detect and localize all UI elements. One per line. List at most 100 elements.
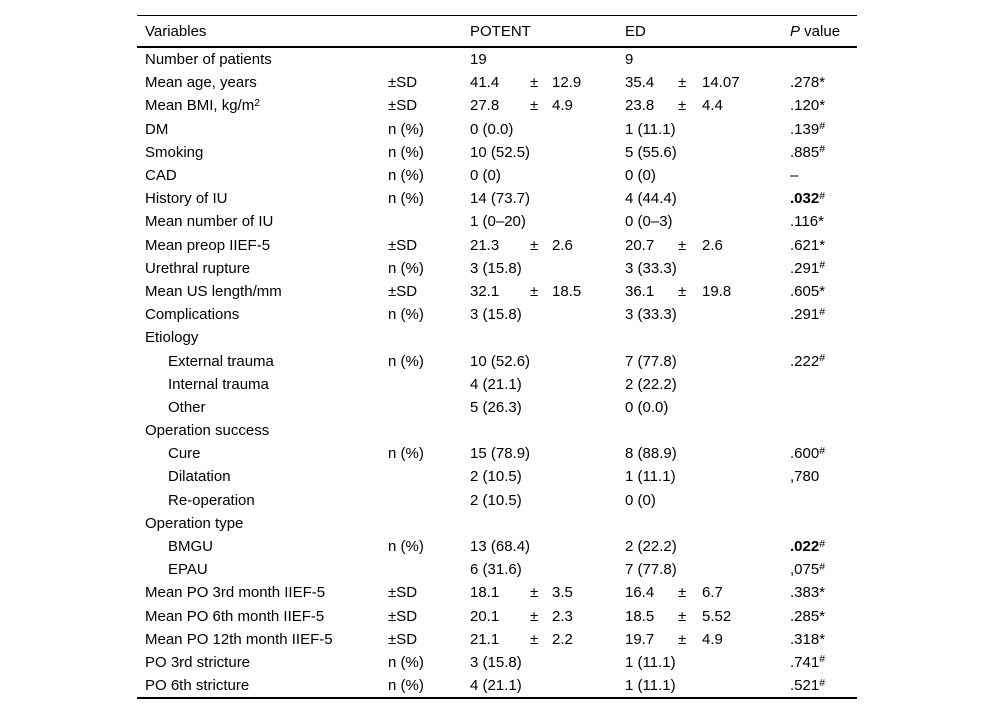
p-value-text: .291 <box>790 259 820 277</box>
p-value-cell: .139# <box>790 120 857 138</box>
ed-value: 4 (44.4) <box>625 190 677 208</box>
potent-value: 20.1 <box>470 607 500 625</box>
ed-plusminus: ± <box>678 607 687 625</box>
potent-plusminus: ± <box>530 630 539 648</box>
potent-plusminus: ± <box>530 584 539 602</box>
p-value-superscript: # <box>819 305 826 318</box>
potent-value: 41.4 <box>470 74 500 92</box>
p-value-cell: .285* <box>790 609 857 624</box>
ed-value: 1 (11.1) <box>625 468 676 486</box>
ed-plusminus: ± <box>678 282 687 300</box>
row-label: Number of patients <box>145 51 272 69</box>
p-value-cell: .278* <box>790 75 857 90</box>
ed-value: 1 (11.1) <box>625 653 676 671</box>
row-label: Dilatation <box>168 468 231 486</box>
table-row: EPAU 6 (31.6) 7 (77.8) ,075# <box>137 558 857 581</box>
table-row: History of IU n (%) 14 (73.7) 4 (44.4) .032# <box>137 187 857 210</box>
row-label: Re-operation <box>168 491 255 509</box>
p-value-text: .139 <box>790 120 820 138</box>
ed-sd: 2.6 <box>702 236 723 254</box>
ed-value: 35.4 <box>625 74 655 92</box>
potent-value: 2 (10.5) <box>470 468 522 486</box>
p-value-text: ,075 <box>790 561 820 579</box>
header-potent: POTENT <box>470 22 531 40</box>
p-value-text: .222 <box>790 352 820 370</box>
p-value-text: .291 <box>790 306 820 324</box>
p-value-cell: .383* <box>790 585 857 600</box>
potent-value: 18.1 <box>470 584 500 602</box>
potent-sd: 2.6 <box>552 236 573 254</box>
p-value-superscript: # <box>819 560 826 573</box>
p-value-text: .600 <box>790 445 820 463</box>
ed-value: 5 (55.6) <box>625 143 677 161</box>
table-row: PO 6th stricture n (%) 4 (21.1) 1 (11.1) .52… <box>137 674 857 697</box>
ed-value: 1 (11.1) <box>625 120 676 138</box>
header-variables: Variables <box>145 22 207 40</box>
row-label: Urethral rupture <box>145 259 251 277</box>
row-label: Etiology <box>145 329 199 347</box>
potent-value: 10 (52.5) <box>470 143 531 161</box>
table-row: Operation type <box>137 512 857 535</box>
table-row: Mean US length/mm ±SD 32.1 ±18.5 36.1 ±19.8 .6… <box>137 280 857 303</box>
potent-plusminus: ± <box>530 236 539 254</box>
row-label: PO 3rd stricture <box>145 653 251 671</box>
table-row: Smoking n (%) 10 (52.5) 5 (55.6) .885# <box>137 141 857 164</box>
row-label: Operation type <box>145 514 244 532</box>
p-value-cell: .600# <box>790 444 857 463</box>
potent-sd: 2.2 <box>552 630 573 648</box>
potent-value: 3 (15.8) <box>470 306 522 324</box>
ed-value: 3 (33.3) <box>625 306 677 324</box>
ed-plusminus: ± <box>678 97 687 115</box>
p-value-superscript: # <box>819 537 826 550</box>
p-value-text: .521 <box>790 677 820 695</box>
p-value-text: .116* <box>790 213 824 231</box>
row-measure-label: n (%) <box>388 143 424 161</box>
potent-value: 3 (15.8) <box>470 259 522 277</box>
p-value-text: .605* <box>790 282 826 300</box>
potent-sd: 2.3 <box>552 607 573 625</box>
table-row: DM n (%) 0 (0.0) 1 (11.1) .139# <box>137 118 857 141</box>
ed-value: 8 (88.9) <box>625 445 677 463</box>
p-value-superscript: # <box>819 653 826 666</box>
ed-value: 7 (77.8) <box>625 352 677 370</box>
p-value-cell: .291# <box>790 259 857 277</box>
potent-sd: 18.5 <box>552 282 582 300</box>
p-value-text: .285* <box>790 607 826 625</box>
row-measure-label: ±SD <box>388 584 418 602</box>
row-label: CAD <box>145 167 177 185</box>
p-value-cell: .885# <box>790 143 857 161</box>
row-label: Mean PO 3rd month IIEF-5 <box>145 584 326 602</box>
table-row: Mean preop IIEF-5 ±SD 21.3 ±2.6 20.7 ±2.6 .621… <box>137 234 857 257</box>
ed-value: 18.5 <box>625 607 655 625</box>
row-label: DM <box>145 120 169 138</box>
table-row: Urethral rupture n (%) 3 (15.8) 3 (33.3) .29… <box>137 257 857 280</box>
p-value-text: .885 <box>790 143 820 161</box>
p-value-superscript: # <box>819 444 826 457</box>
potent-value: 32.1 <box>470 282 500 300</box>
row-label: Mean US length/mm <box>145 282 282 300</box>
p-value-text: .621* <box>790 236 826 254</box>
potent-value: 4 (21.1) <box>470 677 522 695</box>
table-row: BMGU n (%) 13 (68.4) 2 (22.2) .022# <box>137 535 857 558</box>
table-row: Mean age, years ±SD 41.4 ±12.9 35.4 ±14.07 .27… <box>137 71 857 94</box>
row-measure-label: n (%) <box>388 306 424 324</box>
row-measure-label: ±SD <box>388 97 418 115</box>
potent-plusminus: ± <box>530 282 539 300</box>
table-row: Internal trauma 4 (21.1) 2 (22.2) <box>137 373 857 396</box>
ed-value: 16.4 <box>625 584 655 602</box>
table-row: Dilatation 2 (10.5) 1 (11.1) ,780 <box>137 465 857 488</box>
p-value-italic-p: P <box>790 22 801 40</box>
ed-plusminus: ± <box>678 74 687 92</box>
p-value-text: .032 <box>790 190 820 208</box>
potent-value: 10 (52.6) <box>470 352 531 370</box>
ed-plusminus: ± <box>678 630 687 648</box>
p-value-text: .022 <box>790 538 820 556</box>
p-value-text: ,780 <box>790 468 820 486</box>
p-value-text: .383* <box>790 584 826 602</box>
potent-value: 6 (31.6) <box>470 561 522 579</box>
p-value-superscript: # <box>819 120 826 133</box>
potent-sd: 4.9 <box>552 97 573 115</box>
table-row: Mean PO 12th month IIEF-5 ±SD 21.1 ±2.2 19.7… <box>137 628 857 651</box>
table-row: CAD n (%) 0 (0) 0 (0) – <box>137 164 857 187</box>
table-row: Mean BMI, kg/m2 ±SD 27.8 ±4.9 23.8 ±4.4 .120* <box>137 94 857 117</box>
